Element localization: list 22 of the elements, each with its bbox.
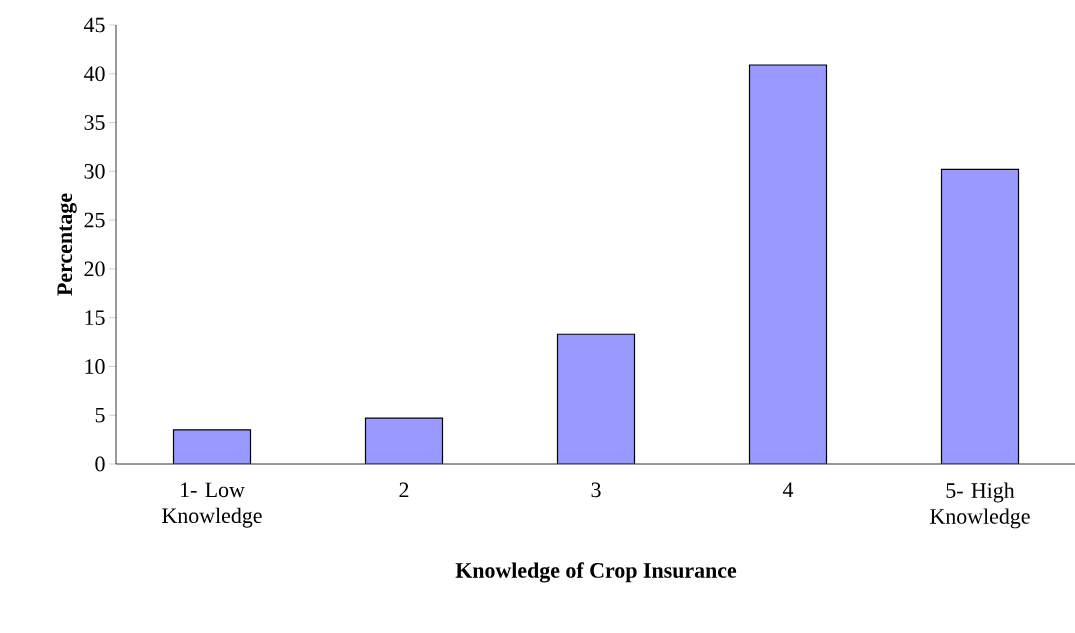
x-tick-label: 2 (399, 482, 409, 498)
y-tick-label: 15 (85, 310, 105, 326)
bar (749, 65, 827, 464)
x-tick-label: 4 (782, 482, 794, 497)
bar (173, 429, 251, 464)
bar (365, 418, 443, 464)
y-tick-label: 25 (84, 212, 105, 228)
y-tick-label: 35 (84, 115, 105, 130)
x-axis-title: Knowledge of Crop Insurance (455, 562, 737, 583)
x-tick-label: 3 (591, 482, 601, 498)
bar (557, 334, 635, 464)
y-tick-label: 40 (83, 66, 105, 82)
y-tick-label: 5 (95, 407, 105, 423)
y-tick-label: 45 (83, 17, 105, 33)
y-axis-title: Percentage (57, 193, 77, 296)
y-tick-label: 30 (84, 163, 105, 179)
x-tick-label: 5- High Knowledge (930, 482, 1030, 529)
y-tick-label: 10 (85, 359, 105, 374)
bar (940, 168, 1020, 464)
y-tick-label: 0 (95, 456, 105, 472)
x-tick-label: 1- Low Knowledge (162, 482, 262, 528)
y-tick-label: 20 (84, 261, 105, 277)
